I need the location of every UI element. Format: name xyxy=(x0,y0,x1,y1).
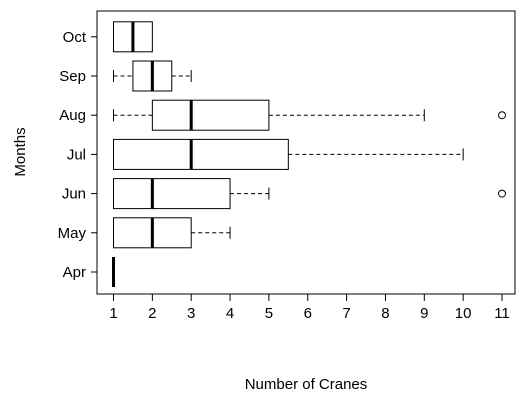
box-rect-aug xyxy=(151,99,270,131)
x-axis-title: Number of Cranes xyxy=(245,376,368,393)
y-tick-label-sep: Sep xyxy=(59,68,86,85)
y-tick-label-jun: Jun xyxy=(62,186,86,203)
outlier-aug-0 xyxy=(498,111,506,120)
box-rect-jul xyxy=(113,138,289,170)
box-may xyxy=(113,217,231,249)
box-sep xyxy=(113,60,192,92)
y-tick-label-apr: Apr xyxy=(63,264,86,281)
box-rect-jun xyxy=(113,178,231,210)
x-tick-label-2: 2 xyxy=(148,305,156,322)
x-tick-label-10: 10 xyxy=(455,305,472,322)
x-tick-label-1: 1 xyxy=(109,305,117,322)
x-tick-label-8: 8 xyxy=(381,305,389,322)
x-tick-label-11: 11 xyxy=(494,305,510,322)
x-tick-label-9: 9 xyxy=(420,305,428,322)
x-tick-label-3: 3 xyxy=(187,305,195,322)
y-tick-label-aug: Aug xyxy=(59,107,86,124)
y-tick-label-oct: Oct xyxy=(63,29,87,46)
x-tick-label-5: 5 xyxy=(265,305,273,322)
y-axis: Apr May Jun Jul Aug Sep Oct xyxy=(58,29,97,281)
x-axis: 1 2 3 4 5 6 7 8 9 10 11 xyxy=(109,294,510,322)
boxes-layer xyxy=(112,21,506,287)
box-jun xyxy=(113,178,506,210)
y-tick-label-may: May xyxy=(58,225,87,242)
x-tick-label-7: 7 xyxy=(342,305,350,322)
outlier-jun-0 xyxy=(498,189,506,198)
y-axis-title: Months xyxy=(12,127,29,176)
box-aug xyxy=(113,99,506,131)
x-tick-label-6: 6 xyxy=(304,305,312,322)
plot-frame xyxy=(96,10,516,295)
box-jul xyxy=(113,138,464,170)
x-tick-label-4: 4 xyxy=(226,305,234,322)
y-tick-label-jul: Jul xyxy=(67,146,86,163)
box-oct xyxy=(113,21,153,53)
